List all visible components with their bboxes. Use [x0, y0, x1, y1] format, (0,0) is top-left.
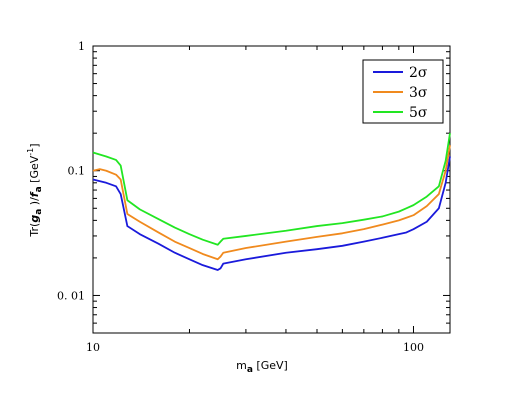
series-group	[92, 133, 451, 271]
series-line-0	[92, 156, 451, 271]
x-axis-label-unit: [GeV]	[253, 359, 288, 372]
plot-frame	[92, 45, 451, 334]
legend-label-3sigma: 3σ	[409, 85, 428, 101]
x-axis-label-base: m	[236, 359, 247, 372]
y-axis-label-g: g	[28, 215, 41, 223]
y-axis-label-close: ]	[28, 143, 41, 147]
x-axis-label: ma [GeV]	[236, 359, 288, 375]
y-axis-label-pre: Tr(	[28, 223, 41, 238]
ticks: 10 100 1 0.1 0. 01	[57, 40, 450, 354]
y-axis-label-unit: [GeV	[28, 155, 41, 186]
x-tick-label: 100	[403, 341, 424, 354]
legend: 2σ 3σ 5σ	[362, 59, 444, 124]
y-axis-label-g-sub: a	[34, 209, 44, 215]
y-axis-label-f-sub: a	[34, 186, 44, 192]
y-tick-label: 0.1	[68, 165, 86, 178]
legend-label-5sigma: 5σ	[409, 105, 428, 121]
y-tick-label: 1	[78, 40, 85, 53]
series-line-2	[92, 133, 451, 246]
x-tick-label: 10	[86, 341, 100, 354]
y-axis-label-mid: )/	[28, 197, 41, 209]
y-axis-label-exp: -1	[26, 148, 35, 156]
y-axis-label-f: f	[28, 191, 41, 197]
y-tick-label: 0. 01	[57, 289, 85, 302]
x-axis-label-sub: a	[247, 365, 253, 375]
legend-label-2sigma: 2σ	[409, 65, 428, 81]
y-axis-label: Tr(ga )/fa [GeV-1]	[26, 143, 44, 237]
series-line-1	[92, 145, 451, 261]
